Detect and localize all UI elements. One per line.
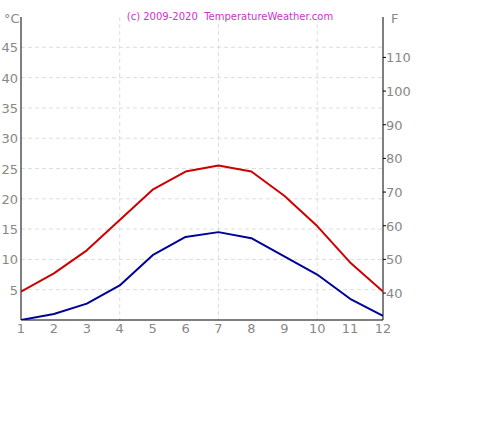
y2-axis (383, 17, 384, 320)
y2-tick-label: 110 (386, 50, 411, 65)
y2-tick-label: 40 (386, 286, 403, 301)
series-line (21, 232, 383, 320)
grid-line (21, 198, 383, 199)
chart: 5101520253035404540506070809010011012345… (0, 0, 504, 425)
grid-line (21, 138, 383, 139)
grid-line (119, 17, 120, 320)
y-tick-label: 5 (10, 283, 18, 298)
series-group (21, 165, 383, 320)
y-tick-label: 45 (1, 40, 18, 55)
y2-label: F (391, 11, 398, 26)
y-tick-label: 30 (1, 131, 18, 146)
title: (c) 2009-2020 TemperatureWeather.com (127, 11, 333, 22)
grid-line (21, 107, 383, 108)
x-tick-label: 7 (214, 321, 222, 336)
grid-line (21, 47, 383, 48)
x-tick-label: 6 (181, 321, 189, 336)
y2-tick-label: 70 (386, 185, 403, 200)
y2-tick-label: 90 (386, 118, 403, 133)
grid-line (21, 229, 383, 230)
x-tick-label: 11 (342, 321, 359, 336)
y2-tick-label: 80 (386, 151, 403, 166)
x-tick-label: 1 (17, 321, 25, 336)
x-tick-label: 12 (375, 321, 392, 336)
y-tick-label: 20 (1, 192, 18, 207)
y-tick-label: 35 (1, 101, 18, 116)
y-tick-label: 10 (1, 252, 18, 267)
x-tick-label: 5 (148, 321, 156, 336)
y-label: °C (4, 11, 20, 26)
x-tick-label: 4 (116, 321, 124, 336)
x-tick-label: 8 (247, 321, 255, 336)
y2-tick-label: 100 (386, 84, 411, 99)
y-axis (21, 17, 22, 320)
x-axis (21, 320, 383, 321)
x-tick-label: 2 (50, 321, 58, 336)
grid-line (21, 289, 383, 290)
y-tick-label: 25 (1, 162, 18, 177)
y2-tick-label: 50 (386, 252, 403, 267)
x-tick-label: 3 (83, 321, 91, 336)
series-line (21, 165, 383, 291)
grid-line (218, 17, 219, 320)
x-tick-label: 10 (309, 321, 326, 336)
y-tick-label: 40 (1, 71, 18, 86)
y-tick-label: 15 (1, 222, 18, 237)
x-tick-label: 9 (280, 321, 288, 336)
y2-tick-label: 60 (386, 219, 403, 234)
grid-line (21, 77, 383, 78)
